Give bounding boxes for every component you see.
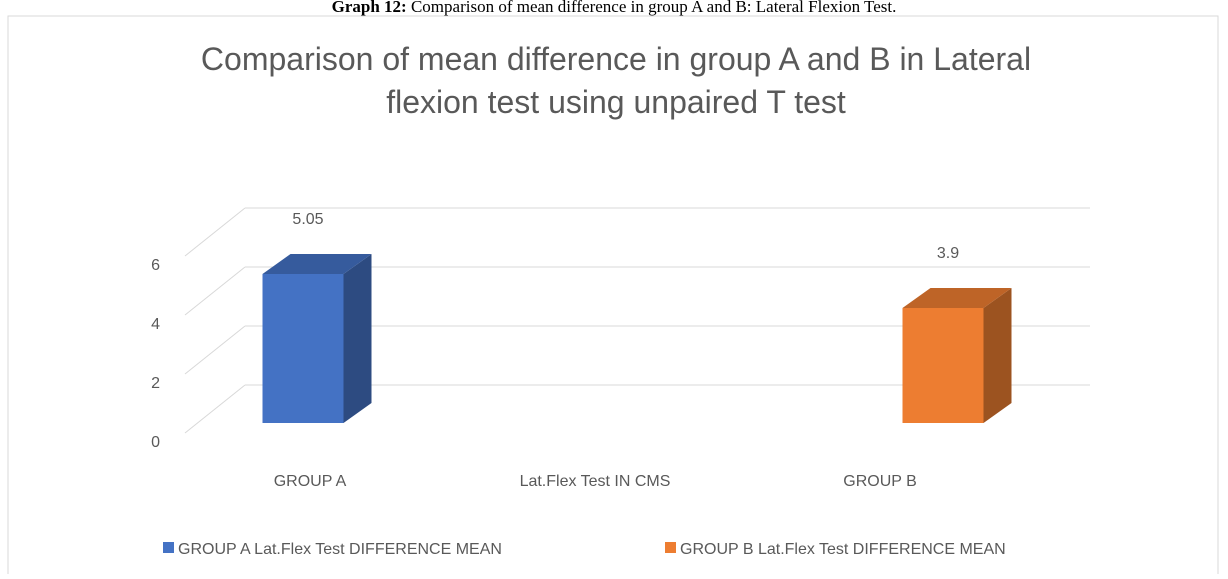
grid-line [184,384,246,434]
caption: Graph 12: Comparison of mean difference … [332,0,897,16]
bar-front [902,307,984,423]
data-label: 5.05 [292,211,323,228]
bar-side [343,254,372,423]
data-label: 3.9 [937,245,959,262]
chart-title: flexion test using unpaired T test [386,84,846,120]
grid-line [184,325,246,375]
y-tick-label: 4 [151,316,160,333]
x-tick-label: GROUP A [274,473,347,490]
y-tick-label: 6 [151,257,160,274]
chart-frame [7,15,1219,574]
bar-top [262,254,372,275]
legend-swatch [665,542,676,553]
y-tick-label: 0 [151,434,160,451]
caption-text: Comparison of mean difference in group A… [411,0,896,16]
grid-line [184,207,246,257]
legend-label: GROUP B Lat.Flex Test DIFFERENCE MEAN [680,541,1006,558]
bar [902,287,1012,423]
bar-side [983,287,1012,423]
x-tick-label: Lat.Flex Test IN CMS [520,473,671,490]
bar [262,254,372,423]
bar-front [262,274,344,423]
bar-top [902,287,1012,308]
legend-label: GROUP A Lat.Flex Test DIFFERENCE MEAN [178,541,502,558]
chart-title: Comparison of mean difference in group A… [201,41,1031,77]
y-tick-label: 2 [151,375,160,392]
x-tick-label: GROUP B [843,473,917,490]
legend-swatch [163,542,174,553]
caption-label: Graph 12: [332,0,407,16]
grid-line [184,266,246,316]
